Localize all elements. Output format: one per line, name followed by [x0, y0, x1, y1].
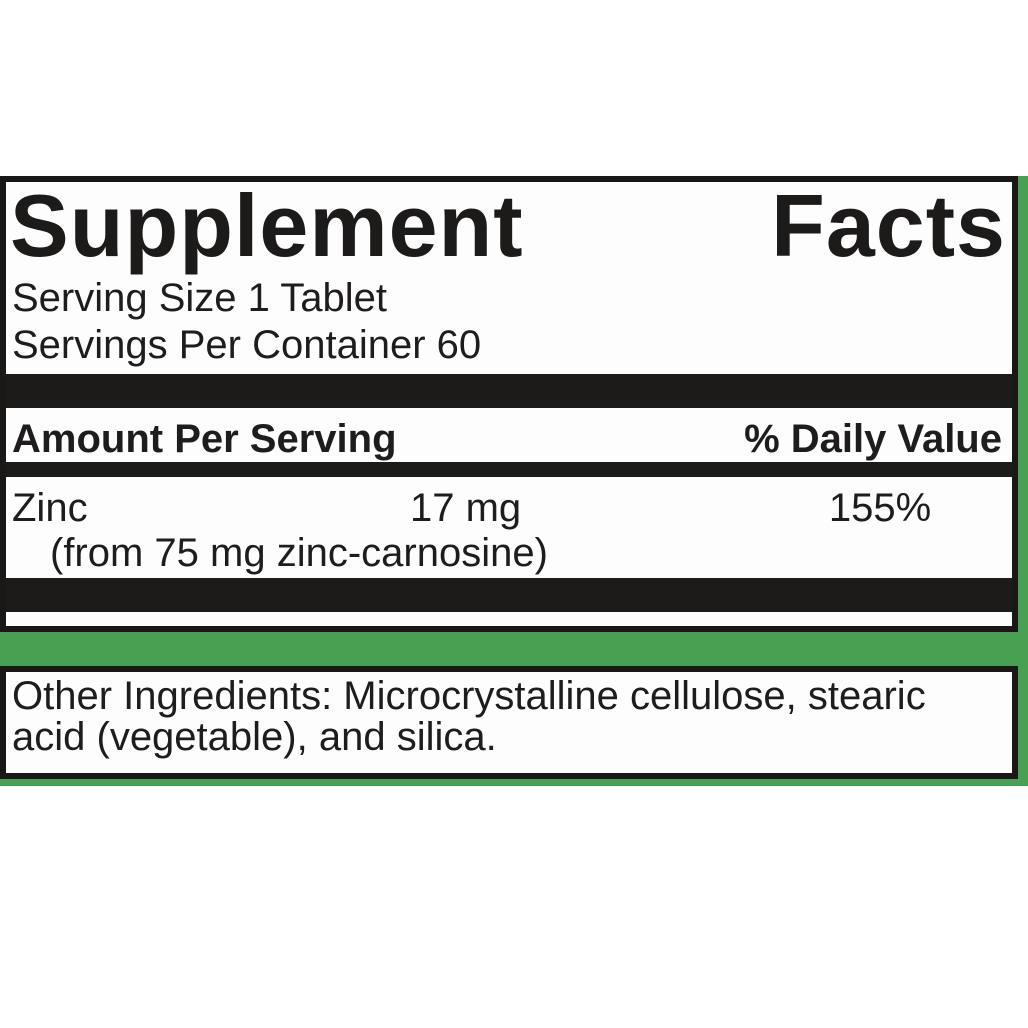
nutrient-amount: 17 mg [410, 486, 522, 530]
divider-bar-thick-bottom [6, 578, 1012, 612]
divider-bar-thick-top [6, 374, 1012, 408]
title-word-supplement: Supplement [10, 176, 524, 275]
label-green-backing: Supplement Facts Serving Size 1 Tablet S… [0, 176, 1028, 786]
servings-per-container-text: Servings Per Container 60 [12, 323, 482, 367]
nutrient-source-note: (from 75 mg zinc-carnosine) [50, 531, 548, 575]
nutrient-daily-value: 155% [828, 486, 932, 530]
nutrient-row-zinc: Zinc 17 mg 155% [12, 488, 1006, 528]
divider-bar-thin [6, 462, 1012, 477]
serving-size-text: Serving Size 1 Tablet [12, 276, 388, 320]
nutrient-name: Zinc [12, 486, 88, 530]
title-word-facts: Facts [771, 176, 1006, 275]
daily-value-header: % Daily Value [744, 417, 1002, 461]
other-ingredients-box: Other Ingredients: Microcrystalline cell… [0, 666, 1018, 779]
column-header-row: Amount Per Serving % Daily Value [12, 419, 1002, 459]
amount-per-serving-header: Amount Per Serving [12, 417, 397, 461]
other-ingredients-text: Other Ingredients: Microcrystalline cell… [12, 674, 926, 759]
supplement-facts-box: Supplement Facts Serving Size 1 Tablet S… [0, 176, 1018, 632]
supplement-facts-title: Supplement Facts [10, 182, 1006, 270]
